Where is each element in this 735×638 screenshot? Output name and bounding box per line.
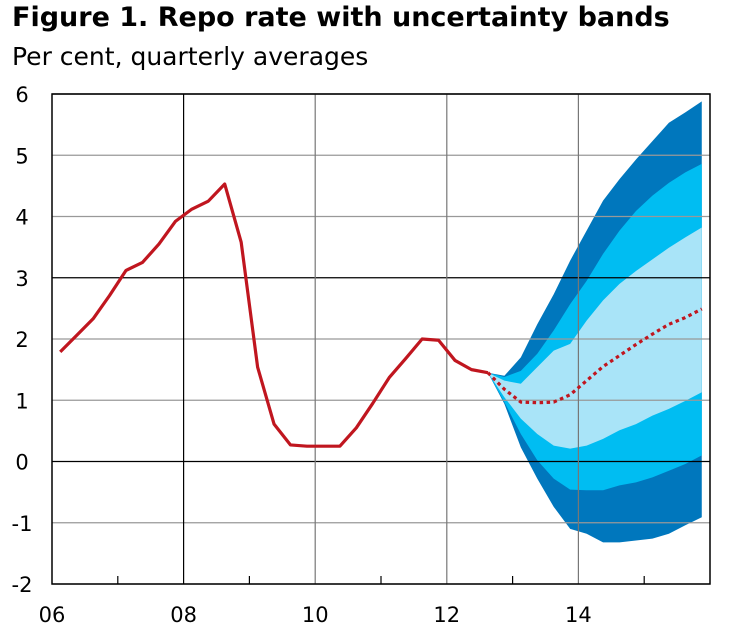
uncertainty-bands [487,101,702,543]
x-tick-label: 06 [39,603,66,627]
x-tick-label: 12 [433,603,460,627]
y-tick-label: 2 [15,328,28,352]
band-50 [487,227,702,449]
y-tick-label: 5 [15,144,28,168]
y-tick-label: -2 [12,573,33,597]
y-tick-label: 1 [15,389,28,413]
y-tick-label: -1 [12,512,33,536]
y-tick-label: 0 [15,451,28,475]
series-lines [59,182,703,448]
chart-subtitle: Per cent, quarterly averages [12,42,369,71]
chart-title: Figure 1. Repo rate with uncertainty ban… [12,2,670,33]
y-tick-label: 3 [15,267,28,291]
x-tick-label: 10 [302,603,329,627]
repo-rate-outcome-line [59,182,489,448]
x-tick-label: 14 [565,603,592,627]
y-tick-label: 4 [15,206,28,230]
x-tick-label: 08 [170,603,197,627]
y-tick-label: 6 [15,83,28,107]
repo-rate-forecast-line [486,307,703,405]
plot-frame [51,93,711,585]
